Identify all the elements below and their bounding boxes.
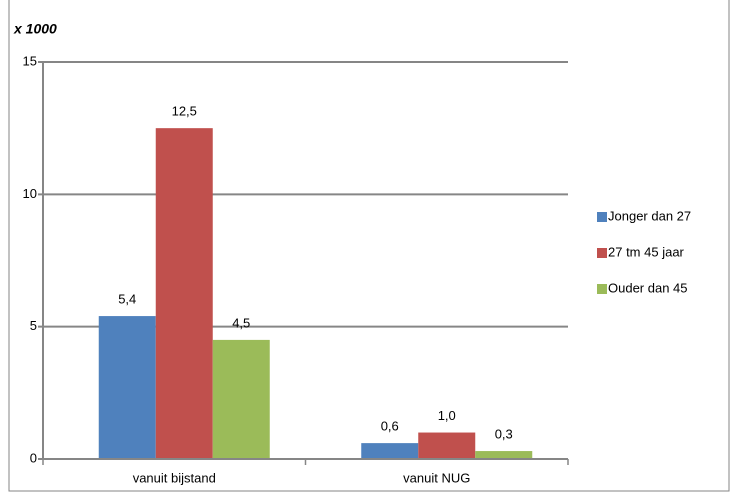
value-label: 12,5 [172, 104, 197, 119]
bar [418, 432, 476, 459]
value-label: 0,3 [495, 426, 513, 441]
unit-label: x 1000 [13, 21, 57, 37]
y-tick-label: 15 [23, 53, 37, 68]
y-tick-label: 5 [30, 318, 37, 333]
y-tick-label: 0 [30, 450, 37, 465]
bar [475, 451, 533, 459]
bar [155, 128, 213, 459]
x-tick-label: vanuit bijstand [133, 470, 216, 485]
value-label: 5,4 [118, 292, 136, 307]
value-label: 0,6 [381, 419, 399, 434]
bar [98, 316, 156, 459]
legend-swatch [597, 284, 607, 294]
legend-label: Ouder dan 45 [608, 280, 688, 295]
x-tick-label: vanuit NUG [403, 470, 470, 485]
legend-swatch [597, 212, 607, 222]
value-label: 1,0 [438, 408, 456, 423]
legend-swatch [597, 248, 607, 258]
y-tick-label: 10 [23, 186, 37, 201]
value-label: 4,5 [232, 315, 250, 330]
legend-label: 27 tm 45 jaar [608, 244, 685, 259]
bar [212, 339, 270, 459]
bar [361, 443, 419, 459]
legend-label: Jonger dan 27 [608, 208, 691, 223]
